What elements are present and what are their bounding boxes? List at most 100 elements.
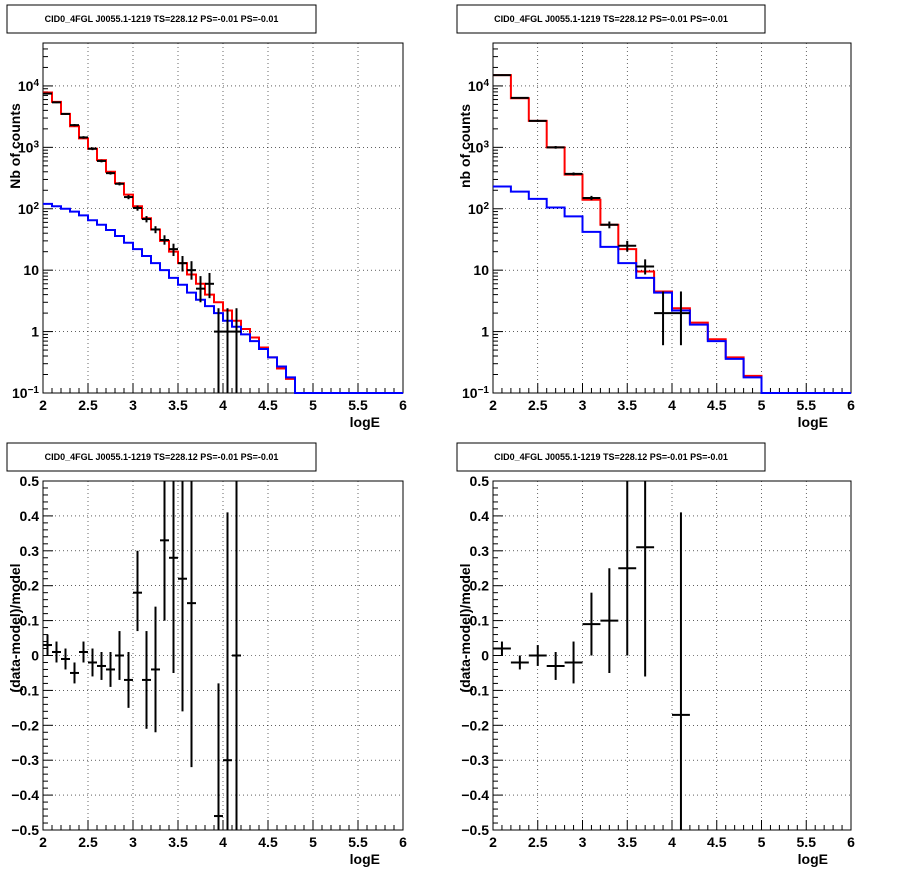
chart-panel-residual-left: 2 2.5 3 3.5 4 4.5 5 5.5 6 −0.5 −0.4 −0.3 −0.2 −0.1 0 0.… bbox=[6, 442, 407, 867]
data-point bbox=[546, 652, 565, 680]
data-point bbox=[61, 648, 70, 670]
x-tick-label: 3 bbox=[579, 834, 587, 850]
x-tick-label: 3.5 bbox=[168, 834, 188, 850]
y-tick-label: −0.4 bbox=[461, 787, 489, 803]
data-point bbox=[88, 648, 97, 677]
y-tick-label: 1 bbox=[31, 324, 39, 340]
data-point bbox=[618, 481, 637, 656]
x-tick-label: 4 bbox=[219, 397, 227, 413]
data-point bbox=[160, 235, 169, 245]
data-point bbox=[61, 112, 70, 115]
x-tick-label: 3.5 bbox=[168, 397, 188, 413]
x-tick-label: 6 bbox=[847, 397, 855, 413]
data-point bbox=[88, 147, 97, 151]
x-tick-label: 4 bbox=[668, 397, 676, 413]
y-tick-label: 10−1 bbox=[12, 385, 39, 402]
y-tick-label: 0.3 bbox=[470, 543, 490, 559]
y-tick-label: −0.2 bbox=[11, 717, 39, 733]
y-tick-label: −0.3 bbox=[11, 752, 39, 768]
data-point bbox=[106, 171, 115, 175]
y-tick-label: 10 bbox=[473, 262, 489, 278]
data-point bbox=[133, 205, 142, 211]
data-point bbox=[582, 195, 601, 201]
data-point bbox=[169, 243, 178, 257]
series-line bbox=[43, 202, 403, 394]
y-tick-label: 0.2 bbox=[470, 578, 490, 594]
x-tick-label: 3.5 bbox=[618, 834, 638, 850]
data-point bbox=[600, 568, 619, 673]
x-tick-label: 2 bbox=[489, 834, 497, 850]
data-point bbox=[510, 96, 529, 99]
y-tick-label: 0 bbox=[481, 648, 489, 664]
series-line bbox=[493, 185, 851, 394]
data-point bbox=[43, 92, 52, 95]
x-axis-label: logE bbox=[350, 414, 380, 430]
data-point bbox=[97, 159, 106, 163]
data-point bbox=[196, 276, 205, 303]
data-point bbox=[232, 481, 241, 830]
data-point bbox=[232, 308, 241, 393]
y-tick-label: 0 bbox=[31, 648, 39, 664]
x-tick-label: 2 bbox=[489, 397, 497, 413]
y-tick-label: −0.5 bbox=[11, 822, 39, 838]
x-tick-label: 4.5 bbox=[258, 397, 278, 413]
y-tick-label: 104 bbox=[468, 77, 490, 94]
x-tick-label: 2.5 bbox=[528, 397, 548, 413]
y-tick-label: 103 bbox=[18, 139, 40, 156]
x-tick-label: 2 bbox=[39, 397, 47, 413]
data-point bbox=[528, 645, 547, 666]
y-tick-label: 0.4 bbox=[470, 508, 490, 524]
y-tick-label: 0.4 bbox=[20, 508, 40, 524]
y-axis-label: (data-model)/model bbox=[7, 563, 23, 692]
y-tick-label: 0.2 bbox=[20, 578, 40, 594]
y-tick-label: −0.1 bbox=[461, 682, 489, 698]
data-point bbox=[97, 652, 106, 680]
y-tick-label: 102 bbox=[468, 200, 490, 217]
x-tick-label: 6 bbox=[399, 834, 407, 850]
x-tick-label: 5.5 bbox=[797, 397, 817, 413]
y-tick-label: −0.5 bbox=[461, 822, 489, 838]
x-tick-label: 5.5 bbox=[797, 834, 817, 850]
x-tick-label: 4.5 bbox=[258, 834, 278, 850]
x-axis-label: logE bbox=[350, 851, 380, 867]
data-point bbox=[133, 550, 142, 632]
chart-panel-residual-right: 2 2.5 3 3.5 4 4.5 5 5.5 6 −0.5 −0.4 −0.3 −0.2 −0.1 0 0.… bbox=[456, 442, 855, 867]
y-tick-label: −0.3 bbox=[461, 752, 489, 768]
chart-title: CID0_4FGL J0055.1-1219 TS=228.12 PS=-0.0… bbox=[45, 452, 279, 462]
data-point bbox=[528, 119, 547, 122]
x-tick-label: 5 bbox=[309, 397, 317, 413]
chart-title: CID0_4FGL J0055.1-1219 TS=228.12 PS=-0.0… bbox=[494, 452, 728, 462]
y-tick-label: 10 bbox=[23, 262, 39, 278]
x-tick-label: 3 bbox=[579, 397, 587, 413]
x-tick-label: 5 bbox=[758, 834, 766, 850]
x-tick-label: 6 bbox=[399, 397, 407, 413]
y-axis-label: Nb of counts bbox=[7, 103, 23, 189]
data-point bbox=[223, 308, 232, 393]
data-point bbox=[142, 631, 151, 729]
data-point bbox=[214, 683, 223, 830]
x-tick-label: 5.5 bbox=[348, 834, 368, 850]
plot-frame bbox=[42, 42, 404, 394]
data-point bbox=[124, 652, 133, 708]
data-point bbox=[636, 259, 655, 275]
chart-title: CID0_4FGL J0055.1-1219 TS=228.12 PS=-0.0… bbox=[494, 14, 728, 24]
data-point bbox=[79, 136, 88, 139]
data-point bbox=[178, 481, 187, 712]
data-point bbox=[52, 101, 61, 104]
x-tick-label: 2.5 bbox=[78, 397, 98, 413]
data-point bbox=[672, 512, 690, 830]
data-point bbox=[546, 146, 565, 149]
data-point bbox=[178, 256, 187, 272]
data-point bbox=[124, 195, 133, 200]
data-point bbox=[169, 481, 178, 673]
data-point bbox=[115, 182, 124, 186]
data-point bbox=[187, 481, 196, 768]
data-point bbox=[151, 226, 160, 234]
chart-panel-spectrum-left: 2 2.5 3 3.5 4 4.5 5 5.5 6 10−1 1 10 102 103 104 logE Nb … bbox=[6, 4, 407, 430]
data-point bbox=[52, 641, 61, 663]
data-point bbox=[223, 512, 232, 830]
chart-panel-spectrum-right: 2 2.5 3 3.5 4 4.5 5 5.5 6 10−1 1 10 102 103 104 logE nb … bbox=[456, 4, 855, 430]
y-tick-label: 0.1 bbox=[20, 613, 40, 629]
data-point bbox=[618, 240, 637, 252]
data-point bbox=[70, 662, 79, 684]
